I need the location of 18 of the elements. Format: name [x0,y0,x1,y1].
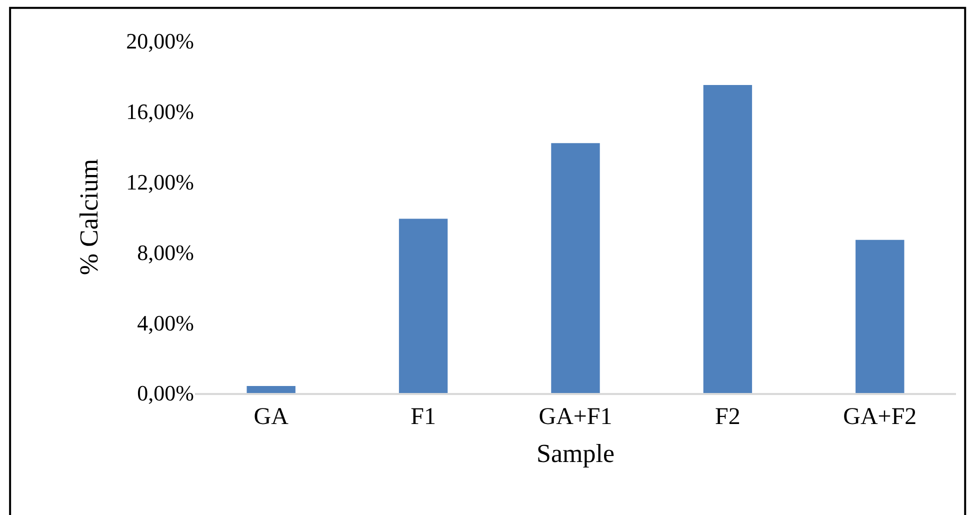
x-tick-label: GA+F1 [538,404,612,430]
x-tick-label: F1 [410,404,436,430]
y-tick-label: 0,00% [137,380,194,406]
bar [246,386,296,393]
y-tick-label: 8,00% [137,240,194,265]
bar [398,218,448,393]
x-tick-label: F2 [715,404,740,430]
y-axis-title: % Calcium [74,158,104,276]
x-axis-title: Sample [536,439,614,468]
bar [551,143,600,393]
bar [703,85,752,393]
y-tick-label: 20,00% [126,28,194,54]
bar [856,240,904,393]
y-tick-label: 12,00% [126,170,194,194]
x-tick-label: GA+F2 [843,404,917,430]
y-tick-label: 4,00% [137,310,194,336]
y-tick-label: 16,00% [126,99,194,124]
x-tick-label: GA [254,404,290,430]
